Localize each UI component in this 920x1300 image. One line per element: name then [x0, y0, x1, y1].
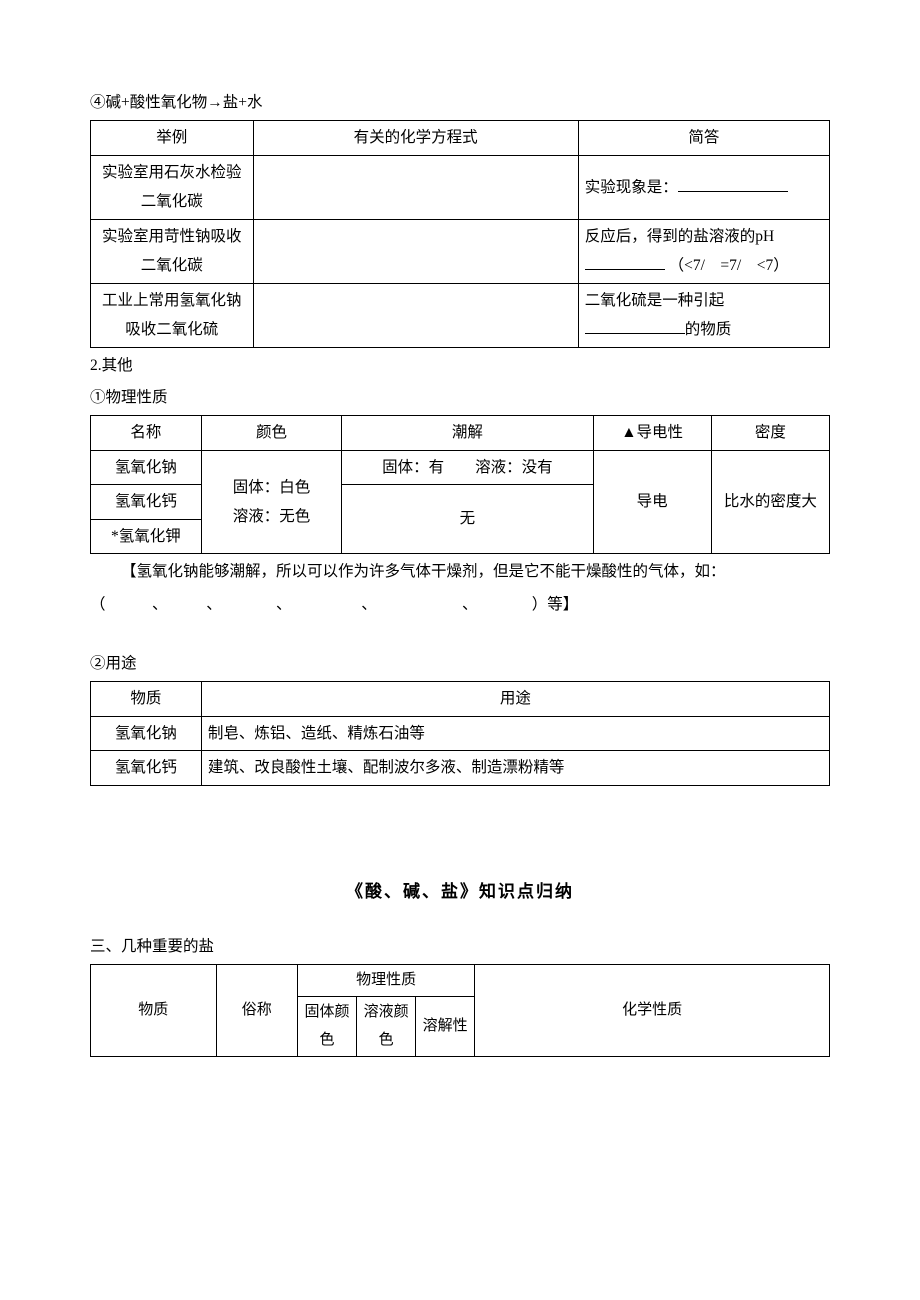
header-name: 名称 — [91, 416, 202, 450]
reaction4-heading: ④碱+酸性氧化物→盐+水 — [90, 88, 830, 117]
table-row: 氢氧化钠 固体：白色 溶液：无色 固体：有 溶液：没有 导电 比水的密度大 — [91, 450, 830, 484]
table-header-row: 举例 有关的化学方程式 简答 — [91, 121, 830, 155]
header-density: 密度 — [711, 416, 829, 450]
header-phys: 物理性质 — [297, 965, 474, 997]
header-answer: 简答 — [578, 121, 829, 155]
answer-line1: 反应后，得到的盐溶液的pH — [585, 228, 774, 245]
answer-line1: 二氧化硫是一种引起 — [585, 292, 725, 309]
page-title: 《酸、碱、盐》知识点归纳 — [90, 876, 830, 908]
answer-line2: （<7/ =7/ <7） — [669, 257, 789, 274]
header-use: 用途 — [201, 682, 829, 716]
use-cell: 建筑、改良酸性土壤、配制波尔多液、制造漂粉精等 — [201, 751, 829, 785]
answer-prefix: 实验现象是： — [585, 179, 678, 196]
material-cell: 氢氧化钠 — [91, 716, 202, 750]
table-header-row: 物质 用途 — [91, 682, 830, 716]
deliq-bottom: 无 — [342, 485, 593, 554]
table-row: 氢氧化钠 制皂、炼铝、造纸、精炼石油等 — [91, 716, 830, 750]
header-solubility: 溶解性 — [416, 996, 475, 1056]
blank-line — [585, 254, 665, 271]
note-line1: 【氢氧化钠能够潮解，所以可以作为许多气体干燥剂，但是它不能干燥酸性的气体，如： — [90, 557, 830, 586]
example-cell: 实验室用石灰水检验二氧化碳 — [91, 155, 254, 219]
material-cell: 氢氧化钙 — [91, 751, 202, 785]
header-equation: 有关的化学方程式 — [253, 121, 578, 155]
answer-cell: 二氧化硫是一种引起 的物质 — [578, 283, 829, 347]
answer-cell: 反应后，得到的盐溶液的pH （<7/ =7/ <7） — [578, 219, 829, 283]
answer-line2-suffix: 的物质 — [685, 321, 732, 338]
color-sol: 溶液：无色 — [233, 508, 311, 525]
equation-cell — [253, 219, 578, 283]
use-table: 物质 用途 氢氧化钠 制皂、炼铝、造纸、精炼石油等 氢氧化钙 建筑、改良酸性土壤… — [90, 681, 830, 785]
name-caoh: 氢氧化钙 — [91, 485, 202, 519]
deliq-top: 固体：有 溶液：没有 — [342, 450, 593, 484]
header-sol-color: 溶液颜色 — [357, 996, 416, 1056]
equation-cell — [253, 155, 578, 219]
header-material: 物质 — [91, 965, 217, 1057]
density-cell: 比水的密度大 — [711, 450, 829, 553]
table-row: 氢氧化钙 建筑、改良酸性土壤、配制波尔多液、制造漂粉精等 — [91, 751, 830, 785]
table-row: 工业上常用氢氧化钠吸收二氧化硫 二氧化硫是一种引起 的物质 — [91, 283, 830, 347]
blank-line — [585, 318, 685, 335]
cond-cell: 导电 — [593, 450, 711, 553]
header-material: 物质 — [91, 682, 202, 716]
table-header-row: 名称 颜色 潮解 ▲导电性 密度 — [91, 416, 830, 450]
physical-properties-table: 名称 颜色 潮解 ▲导电性 密度 氢氧化钠 固体：白色 溶液：无色 固体：有 溶… — [90, 415, 830, 554]
table-row: 实验室用石灰水检验二氧化碳 实验现象是： — [91, 155, 830, 219]
header-alias: 俗称 — [216, 965, 297, 1057]
salt-table: 物质 俗称 物理性质 化学性质 固体颜色 溶液颜色 溶解性 — [90, 964, 830, 1057]
table-header-row: 物质 俗称 物理性质 化学性质 — [91, 965, 830, 997]
header-cond: ▲导电性 — [593, 416, 711, 450]
header-solid-color: 固体颜色 — [297, 996, 356, 1056]
section3-heading: 三、几种重要的盐 — [90, 932, 830, 961]
note-line2: （ 、 、 、 、 、 ）等】 — [90, 590, 830, 619]
table-row: 实验室用苛性钠吸收二氧化碳 反应后，得到的盐溶液的pH （<7/ =7/ <7） — [91, 219, 830, 283]
name-koh: *氢氧化钾 — [91, 519, 202, 553]
equation-cell — [253, 283, 578, 347]
color-solid: 固体：白色 — [233, 479, 311, 496]
header-chem: 化学性质 — [475, 965, 830, 1057]
use-cell: 制皂、炼铝、造纸、精炼石油等 — [201, 716, 829, 750]
section2-heading: 2.其他 — [90, 351, 830, 380]
section2-sub1: ①物理性质 — [90, 383, 830, 412]
name-naoh: 氢氧化钠 — [91, 450, 202, 484]
color-cell: 固体：白色 溶液：无色 — [201, 450, 341, 553]
example-cell: 工业上常用氢氧化钠吸收二氧化硫 — [91, 283, 254, 347]
header-deliq: 潮解 — [342, 416, 593, 450]
header-color: 颜色 — [201, 416, 341, 450]
answer-cell: 实验现象是： — [578, 155, 829, 219]
blank-line — [678, 175, 788, 192]
reaction4-table: 举例 有关的化学方程式 简答 实验室用石灰水检验二氧化碳 实验现象是： 实验室用… — [90, 120, 830, 347]
header-example: 举例 — [91, 121, 254, 155]
section2-sub2: ②用途 — [90, 649, 830, 678]
example-cell: 实验室用苛性钠吸收二氧化碳 — [91, 219, 254, 283]
